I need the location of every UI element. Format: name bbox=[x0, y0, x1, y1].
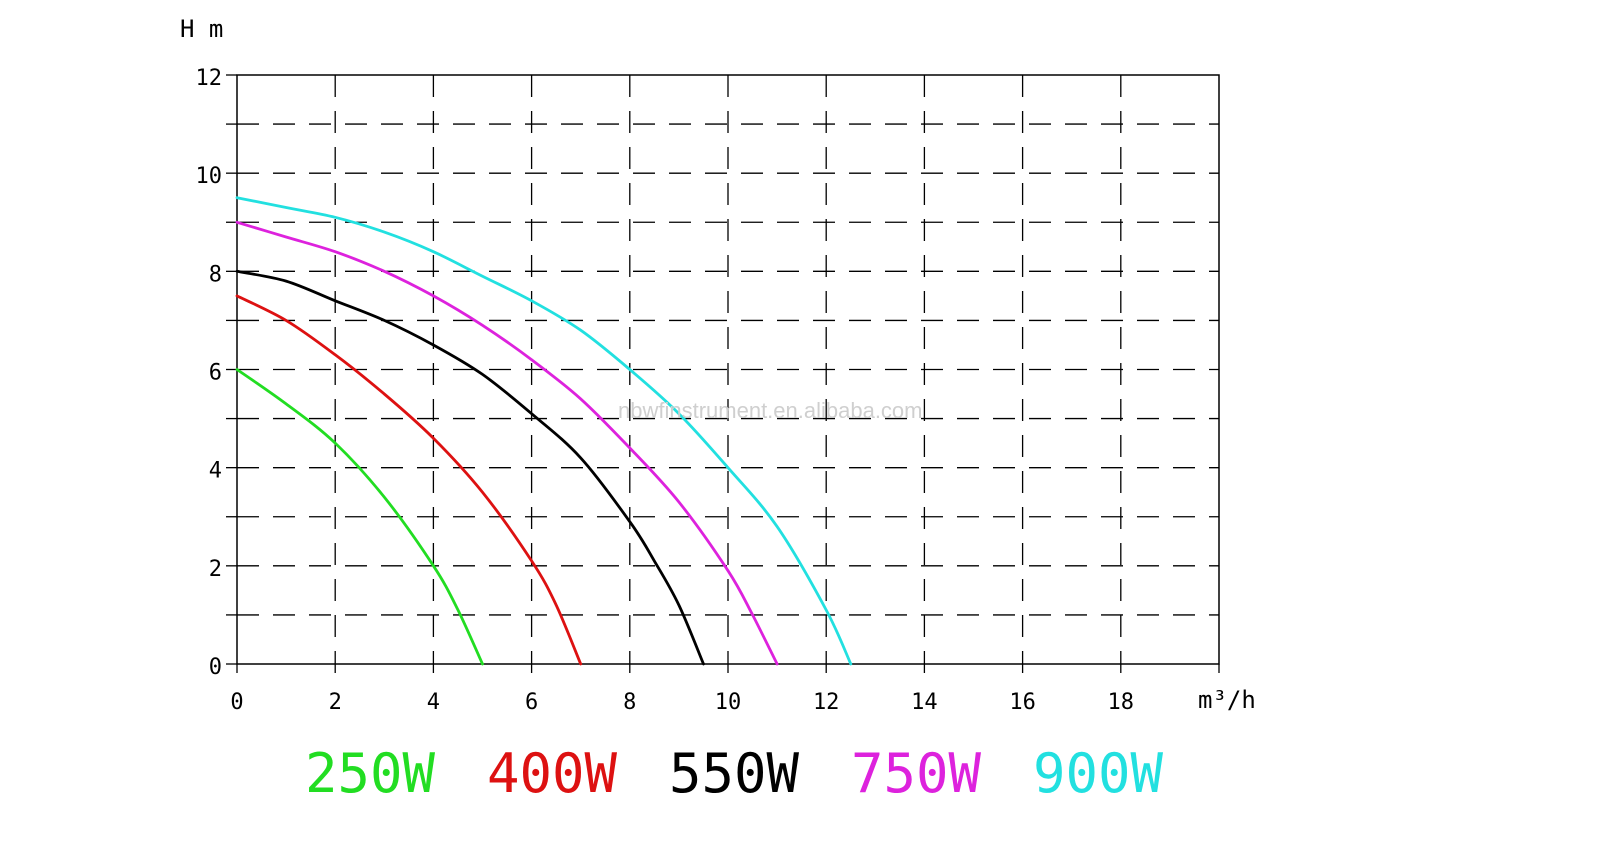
y-tick-label: 0 bbox=[209, 655, 222, 680]
x-tick-label: 6 bbox=[525, 690, 538, 715]
curve-250w bbox=[235, 368, 484, 666]
curve-550w bbox=[235, 269, 705, 666]
x-tick-label: 16 bbox=[1009, 690, 1036, 715]
legend-item-750w: 750W bbox=[851, 742, 982, 805]
legend-item-400w: 400W bbox=[487, 742, 618, 805]
x-tick-label: 10 bbox=[715, 690, 742, 715]
legend-item-900w: 900W bbox=[1033, 742, 1164, 805]
y-tick-label: 4 bbox=[209, 459, 222, 484]
watermark: nbwfinstrument.en.alibaba.com bbox=[618, 398, 923, 423]
curve-900w bbox=[235, 196, 853, 666]
y-axis-label: H m bbox=[180, 15, 223, 43]
y-tick-label: 10 bbox=[196, 164, 223, 189]
x-tick-label: 8 bbox=[623, 690, 636, 715]
y-tick-label: 8 bbox=[209, 262, 222, 287]
x-tick-label: 14 bbox=[911, 690, 938, 715]
grid bbox=[237, 75, 1219, 664]
x-tick-label: 12 bbox=[813, 690, 840, 715]
x-tick-label: 4 bbox=[427, 690, 440, 715]
x-axis-label: m³/h bbox=[1198, 686, 1256, 714]
curves bbox=[235, 196, 853, 666]
curve-750w bbox=[235, 220, 779, 666]
x-tick-label: 0 bbox=[230, 690, 243, 715]
legend: 250W 400W 550W 750W 900W bbox=[305, 742, 1164, 805]
legend-item-250w: 250W bbox=[305, 742, 436, 805]
y-tick-label: 12 bbox=[196, 66, 223, 91]
x-tick-label: 18 bbox=[1108, 690, 1135, 715]
y-tick-label: 2 bbox=[209, 557, 222, 582]
x-tick-label: 2 bbox=[329, 690, 342, 715]
curve-400w bbox=[235, 294, 583, 666]
y-tick-label: 6 bbox=[209, 361, 222, 386]
legend-item-550w: 550W bbox=[669, 742, 800, 805]
axis-ticks: 0 2 4 6 8 10 12 0 2 4 6 8 10 12 14 16 18 bbox=[196, 66, 1220, 715]
